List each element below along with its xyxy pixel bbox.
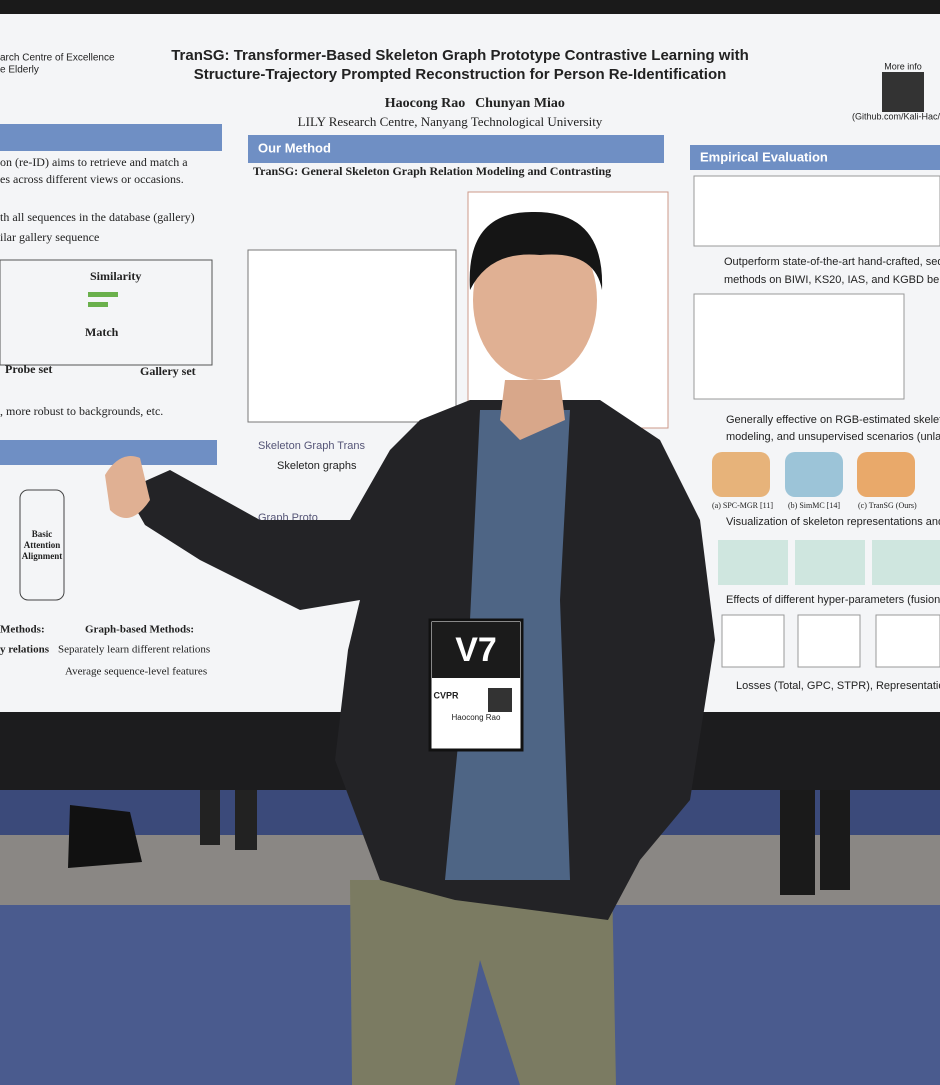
author: Chunyan Miao: [475, 96, 565, 111]
badge-name: Haocong Rao: [452, 713, 501, 722]
poster-text: ilar gallery sequence: [0, 230, 99, 244]
results-table: [693, 175, 940, 247]
poster-text: Separately learn different relations: [58, 644, 210, 656]
trousers: [350, 880, 616, 1085]
line-plot: [797, 614, 861, 668]
section-bar: [690, 145, 940, 170]
poster-text: modeling, and unsupervised scenarios (un…: [726, 431, 940, 443]
line-plot: [875, 614, 940, 668]
hair: [469, 211, 603, 290]
hand: [105, 456, 150, 518]
poster-text: (c) TranSG (Ours): [858, 501, 917, 510]
poster-text: Graph-based Methods:: [85, 624, 194, 636]
poster-text: Outperform state-of-the-art hand-crafted…: [724, 256, 940, 268]
visitor-leg: [820, 790, 850, 890]
person: [105, 211, 715, 1085]
poster-text: Skeleton Graph Trans: [258, 440, 366, 452]
poster-text: Methods:: [0, 624, 45, 636]
tsne-plot: [857, 452, 915, 497]
bar-plot: [795, 540, 865, 585]
link: (Github.com/Kali-Hac/Tra: [852, 111, 940, 121]
figure-frame: [0, 259, 213, 366]
badge-header: [432, 622, 520, 678]
section-heading: Empirical Evaluation: [700, 149, 828, 164]
figure-bar: [88, 302, 108, 307]
visitor-leg: [200, 790, 220, 845]
poster-text: Losses (Total, GPC, STPR), Representatio…: [736, 680, 940, 692]
figure-box: [19, 489, 65, 601]
poster-text: y relations: [0, 644, 50, 656]
figure-bar: [88, 292, 118, 297]
poster-text: Generally effective on RGB-estimated ske…: [726, 414, 940, 426]
badge-logo: V7: [455, 631, 497, 669]
poster-text: es across different views or occasions.: [0, 172, 184, 186]
poster-title: TranSG: Transformer-Based Skeleton Graph…: [171, 47, 749, 64]
poster-text: methods on BIWI, KS20, IAS, and KGBD ber: [724, 274, 940, 286]
badge-qr: [488, 688, 512, 712]
poster-title: Structure-Trajectory Prompted Reconstruc…: [194, 66, 727, 83]
header-text: arch Centre of Excellence: [0, 53, 115, 64]
poster-text: Effects of different hyper-parameters (f…: [726, 594, 940, 606]
more-info: More info: [884, 61, 922, 71]
header-text: e Elderly: [0, 65, 39, 76]
poster-text: Basic: [32, 529, 53, 539]
bar-plot: [718, 540, 788, 585]
poster-text: th all sequences in the database (galler…: [0, 210, 195, 224]
author: Haocong Rao: [385, 96, 466, 111]
section-subtitle: TranSG: General Skeleton Graph Relation …: [253, 164, 611, 178]
poster-text: Attention: [24, 540, 61, 550]
poster-text: Gallery set: [140, 364, 196, 378]
neck: [500, 380, 565, 440]
poster-text: Alignment: [22, 551, 63, 561]
poster-text: Match: [85, 325, 119, 339]
section-bar: [248, 135, 664, 163]
poster-text: Probe set: [5, 362, 52, 376]
tsne-plot: [712, 452, 770, 497]
section-bar: [0, 440, 217, 465]
section-heading: Our Method: [258, 140, 331, 155]
line-plot: [721, 614, 785, 668]
bar-plot: [872, 540, 940, 585]
jacket: [125, 400, 715, 920]
poster-text: Visualization of skeleton representation…: [726, 516, 940, 528]
poster-text: Skeleton graphs: [277, 460, 357, 472]
visitor-leg: [780, 790, 815, 895]
poster-text: , more robust to backgrounds, etc.: [0, 404, 163, 418]
poster-text: (a) SPC-MGR [11]: [712, 501, 773, 510]
tsne-plot: [785, 452, 843, 497]
visitor-leg: [235, 790, 257, 850]
affiliation: LILY Research Centre, Nanyang Technologi…: [298, 114, 603, 129]
poster-text: Similarity: [90, 269, 141, 283]
section-bar: [0, 124, 222, 151]
badge-event: CVPR: [433, 690, 459, 700]
method-diagram: [247, 249, 457, 423]
face: [473, 220, 597, 380]
poster-text: Average sequence-level features: [65, 666, 207, 678]
poster-text: on (re-ID) aims to retrieve and match a: [0, 155, 188, 169]
qr-code: [882, 72, 924, 112]
backpack: [68, 805, 142, 868]
results-table: [693, 293, 905, 400]
poster-text: (b) SimMC [14]: [788, 501, 840, 510]
